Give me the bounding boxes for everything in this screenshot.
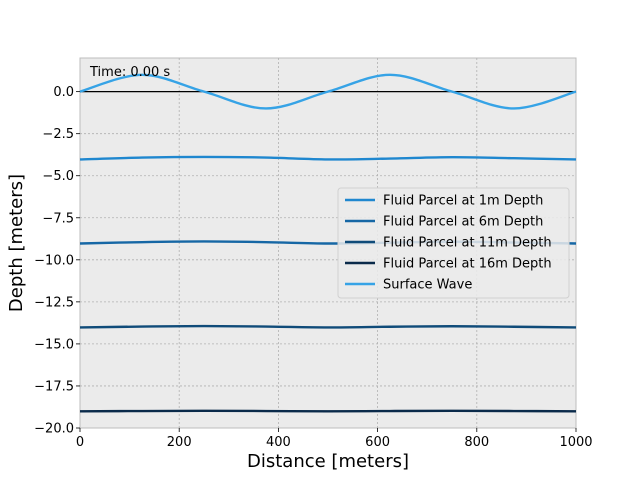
x-tick-label: 800 (464, 435, 489, 450)
legend-label-5: Surface Wave (383, 278, 472, 293)
y-tick-label: −20.0 (34, 422, 74, 437)
y-tick-label: −7.5 (42, 211, 74, 226)
legend-label-1: Fluid Parcel at 1m Depth (383, 194, 543, 209)
x-tick-label: 1000 (559, 435, 592, 450)
legend: Fluid Parcel at 1m Depth Fluid Parcel at … (338, 188, 569, 298)
series-line-3 (80, 326, 576, 327)
x-tick-label: 400 (266, 435, 291, 450)
time-annotation: Time: 0.00 s (89, 65, 170, 80)
x-tick-label: 600 (365, 435, 390, 450)
y-tick-label: −17.5 (34, 379, 74, 394)
series-line-4 (80, 411, 576, 412)
x-tick-label: 200 (167, 435, 192, 450)
legend-label-3: Fluid Parcel at 11m Depth (383, 236, 552, 251)
y-tick-label: −12.5 (34, 295, 74, 310)
x-axis-ticks: 0 200 400 600 800 1000 (76, 428, 593, 450)
legend-label-2: Fluid Parcel at 6m Depth (383, 215, 543, 230)
y-tick-label: −2.5 (42, 127, 74, 142)
x-axis-label: Distance [meters] (247, 451, 409, 472)
y-tick-label: −5.0 (42, 169, 74, 184)
y-tick-label: −10.0 (34, 253, 74, 268)
y-tick-label: −15.0 (34, 337, 74, 352)
x-tick-label: 0 (76, 435, 84, 450)
legend-label-4: Fluid Parcel at 16m Depth (383, 257, 552, 272)
y-tick-label: 0.0 (53, 85, 74, 100)
y-axis-label: Depth [meters] (6, 174, 27, 312)
y-axis-ticks: 0.0 −2.5 −5.0 −7.5 −10.0 −12.5 −15.0 −17.5 −20.0 (34, 85, 80, 436)
